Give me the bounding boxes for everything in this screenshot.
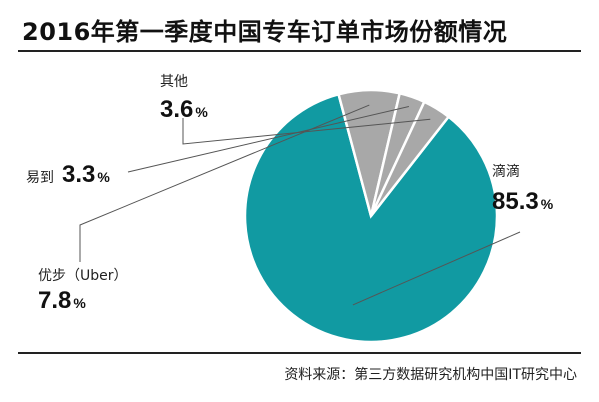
- bottom-rule: [18, 352, 581, 354]
- slice-value-label-2: 3.3%: [62, 161, 110, 188]
- slice-value-label-1: 7.8%: [38, 287, 86, 314]
- leader-line-2: [127, 106, 410, 173]
- slice-name-label-2: 易到: [26, 170, 54, 186]
- source-note: 资料来源：第三方数据研究机构中国IT研究中心: [284, 367, 577, 383]
- slice-value-label-0: 85.3%: [492, 188, 554, 215]
- slice-value-label-3: 3.6%: [160, 96, 208, 123]
- slice-name-label-1: 优步（Uber）: [38, 268, 128, 284]
- pie-slice-0: [243, 92, 499, 344]
- slice-name-label-3: 其他: [160, 74, 188, 90]
- leader-line-3: [182, 118, 431, 145]
- pie-slice-3: [369, 100, 451, 217]
- leader-line-0: [352, 231, 521, 306]
- top-rule: [18, 50, 581, 52]
- slice-name-label-0: 滴滴: [492, 163, 520, 180]
- chart-title: 2016年第一季度中国专车订单市场份额情况: [22, 18, 508, 46]
- leader-line-1: [79, 104, 370, 262]
